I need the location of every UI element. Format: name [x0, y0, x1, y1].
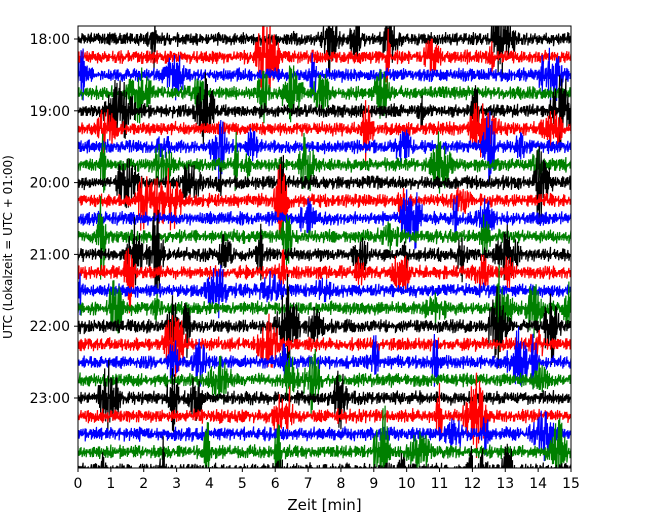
trace-row-0 — [78, 26, 571, 78]
seismic-traces — [78, 26, 571, 468]
y-axis-label: UTC (Lokalzeit = UTC + 01:00) — [1, 155, 15, 339]
x-tick-label: 12 — [463, 476, 481, 492]
y-tick-label: 19:00 — [30, 104, 70, 120]
trace-row-20 — [78, 359, 571, 434]
trace-row-8 — [78, 146, 571, 225]
x-tick-label: 4 — [205, 476, 214, 492]
x-tick-label: 13 — [496, 476, 514, 492]
trace-row-14 — [78, 264, 571, 319]
trace-row-22 — [78, 410, 571, 462]
trace-row-7 — [78, 131, 571, 194]
y-tick-label: 23:00 — [30, 391, 70, 407]
x-tick-label: 6 — [271, 476, 280, 492]
trace-row-3 — [78, 65, 571, 124]
x-tick-label: 0 — [74, 476, 83, 492]
y-tick-label: 22:00 — [30, 319, 70, 335]
x-tick-label: 9 — [369, 476, 378, 492]
y-tick-label: 20:00 — [30, 176, 70, 192]
trace-row-16 — [78, 273, 571, 369]
trace-row-11 — [78, 196, 571, 280]
trace-row-13 — [78, 248, 571, 314]
trace-row-19 — [78, 348, 571, 415]
x-tick-label: 5 — [238, 476, 247, 492]
y-axis-ticks: 18:00 19:00 20:00 21:00 22:00 23:00 — [30, 32, 78, 407]
trace-row-12 — [78, 209, 571, 297]
trace-row-1 — [78, 26, 571, 97]
x-tick-label: 3 — [172, 476, 181, 492]
y-tick-label: 18:00 — [30, 32, 70, 48]
x-tick-label: 8 — [336, 476, 345, 492]
x-axis-ticks: 0 1 2 3 4 5 6 7 8 9 10 11 12 13 14 15 — [74, 468, 580, 492]
x-tick-label: 14 — [529, 476, 547, 492]
x-tick-label: 10 — [398, 476, 416, 492]
trace-row-17 — [78, 313, 571, 377]
x-tick-label: 7 — [304, 476, 313, 492]
x-tick-label: 15 — [562, 476, 580, 492]
trace-row-24 — [78, 436, 571, 468]
trace-row-23 — [78, 405, 571, 468]
x-tick-label: 1 — [106, 476, 115, 492]
y-tick-label: 21:00 — [30, 247, 70, 263]
trace-row-21 — [78, 372, 571, 459]
plot-frame — [77, 25, 572, 469]
x-tick-label: 2 — [139, 476, 148, 492]
trace-row-15 — [78, 265, 571, 353]
trace-row-18 — [78, 326, 571, 390]
x-tick-label: 11 — [431, 476, 449, 492]
x-axis-label: Zeit [min] — [287, 496, 361, 514]
trace-row-2 — [78, 47, 571, 103]
trace-row-6 — [78, 111, 571, 186]
